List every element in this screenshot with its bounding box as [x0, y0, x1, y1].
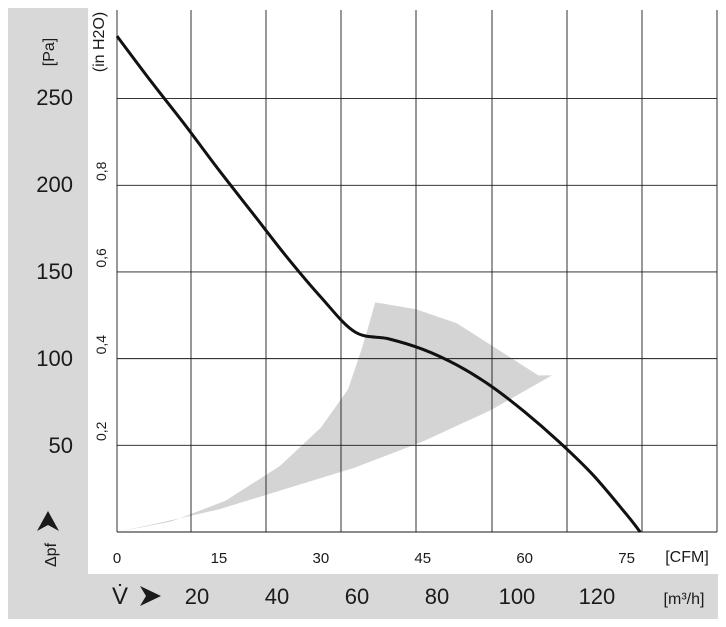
pa-tick-label: 100 [36, 346, 73, 371]
cfm-tick-label: 45 [414, 550, 431, 567]
m3h-tick-label: 40 [265, 584, 289, 609]
cfm-tick-label: 15 [211, 550, 228, 567]
pa-tick-label: 150 [36, 259, 73, 284]
cfm-tick-label: 30 [313, 550, 330, 567]
inh2o-tick-label: 0,6 [93, 248, 109, 268]
cfm-tick-label: 0 [113, 550, 121, 567]
cfm-unit-label: [CFM] [665, 549, 709, 566]
inh2o-tick-label: 0,8 [93, 161, 109, 181]
cfm-tick-label: 75 [618, 550, 635, 567]
curve-layer [115, 35, 642, 533]
pa-unit-label: [Pa] [41, 38, 58, 66]
m3h-tick-label: 80 [425, 584, 449, 609]
pa-tick-label: 200 [36, 172, 73, 197]
m3h-tick-label: 100 [499, 584, 536, 609]
operating-region-layer [117, 302, 552, 532]
performance-curve [115, 35, 642, 533]
y-axis-arrow-icon [37, 511, 59, 531]
cfm-tick-label: 60 [516, 550, 533, 567]
dp-symbol: Δpf [43, 542, 60, 567]
x-axis-band [8, 574, 718, 619]
x-axis-arrow-icon [140, 586, 161, 606]
m3h-tick-label: 20 [185, 584, 209, 609]
inh2o-tick-label: 0,2 [93, 421, 109, 441]
grid-layer [116, 10, 718, 533]
pa-tick-label: 250 [36, 85, 73, 110]
labels-layer: 50 100 150 200 250 0,2 0,4 0,6 0,8 0 15 30 45 60 75 20 4… [36, 85, 635, 609]
m3h-tick-label: 120 [579, 584, 616, 609]
y-axis-band [8, 8, 88, 574]
inh2o-unit-label: (in H2O) [91, 12, 108, 72]
v-symbol: V̇ [112, 582, 128, 610]
operating-region [117, 302, 552, 532]
m3h-unit-label: [m³/h] [664, 591, 705, 608]
pa-tick-label: 50 [49, 433, 73, 458]
inh2o-tick-label: 0,4 [93, 335, 109, 355]
m3h-tick-label: 60 [345, 584, 369, 609]
